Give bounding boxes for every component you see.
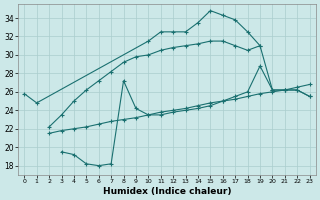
X-axis label: Humidex (Indice chaleur): Humidex (Indice chaleur)	[103, 187, 231, 196]
